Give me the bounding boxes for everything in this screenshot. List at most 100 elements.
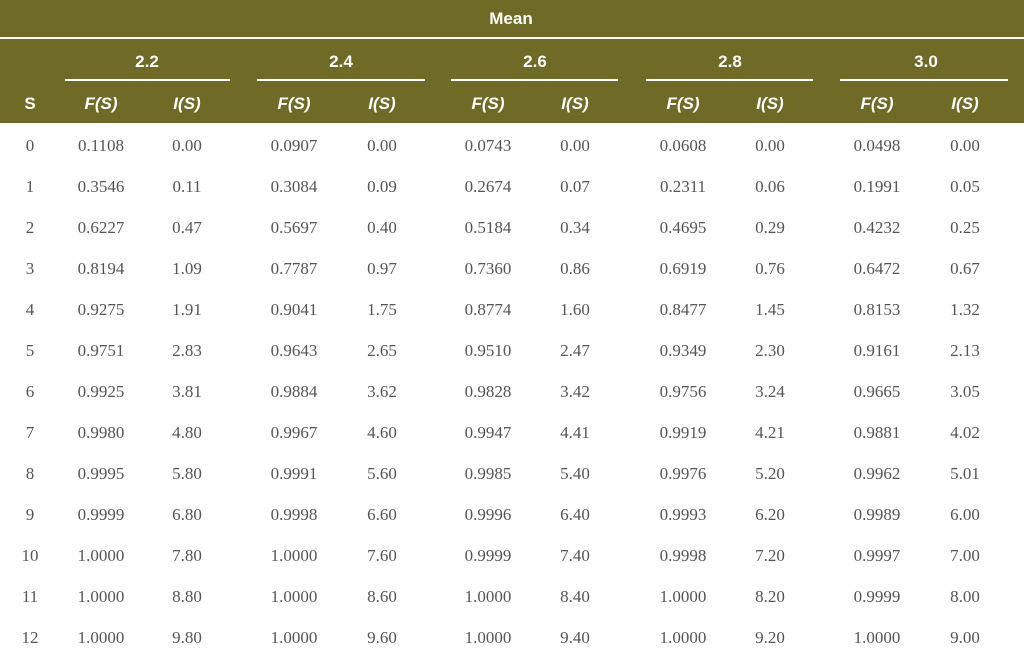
cell: 5.80: [172, 464, 202, 483]
cell: 0.9275: [77, 300, 125, 319]
cell: 0.9041: [270, 300, 318, 319]
cell: 0.00: [172, 136, 202, 155]
cell: 0.9643: [270, 341, 318, 360]
group-underline: [840, 79, 1008, 81]
cell: 0.8194: [77, 259, 125, 278]
group-underline: [646, 79, 813, 81]
cell: 4: [25, 300, 35, 319]
cell: 0.9161: [853, 341, 901, 360]
cell: 0.97: [367, 259, 397, 278]
column-header: F(S): [84, 94, 118, 113]
column-header: I(S): [951, 94, 979, 113]
cell: 1.0000: [853, 628, 901, 647]
cell: 0.9998: [659, 546, 707, 565]
cell: 5.40: [560, 464, 590, 483]
cell: 1.60: [560, 300, 590, 319]
cell: 1.0000: [464, 628, 512, 647]
column-header: I(S): [561, 94, 589, 113]
cell: 0.8774: [464, 300, 512, 319]
column-header: I(S): [368, 94, 396, 113]
cell: 0.11: [172, 177, 202, 196]
cell: 0.6227: [77, 218, 125, 237]
cell: 0.76: [755, 259, 785, 278]
cell: 0.0608: [659, 136, 707, 155]
cell: 0: [25, 136, 35, 155]
cell: 0.9881: [853, 423, 901, 442]
cell: 6.20: [755, 505, 785, 524]
cell: 0.0743: [464, 136, 512, 155]
cell: 1.0000: [464, 587, 512, 606]
cell: 0.9993: [659, 505, 707, 524]
cell: 0.9884: [270, 382, 318, 401]
cell: 3.42: [560, 382, 590, 401]
cell: 0.9510: [464, 341, 512, 360]
cell: 2.83: [172, 341, 202, 360]
column-header: I(S): [756, 94, 784, 113]
cell: 0.8477: [659, 300, 707, 319]
cell: 8.00: [950, 587, 980, 606]
cell: 2.13: [950, 341, 980, 360]
cell: 7.00: [950, 546, 980, 565]
cell: 0.3084: [270, 177, 318, 196]
cell: 0.9998: [270, 505, 318, 524]
title-band: [0, 0, 1024, 37]
cell: 0.09: [367, 177, 397, 196]
cell: 4.60: [367, 423, 397, 442]
cell: 6.60: [367, 505, 397, 524]
cell: 0.9980: [77, 423, 125, 442]
cell: 8.60: [367, 587, 397, 606]
cell: 0.9828: [464, 382, 512, 401]
cell: 0.9925: [77, 382, 125, 401]
cell: 5.60: [367, 464, 397, 483]
mean-header: 2.6: [523, 52, 547, 71]
cell: 6.00: [950, 505, 980, 524]
cell: 2.65: [367, 341, 397, 360]
cell: 0.05: [950, 177, 980, 196]
column-header: I(S): [173, 94, 201, 113]
cell: 7.40: [560, 546, 590, 565]
cell: 0.3546: [77, 177, 125, 196]
cell: 1.32: [950, 300, 980, 319]
cell: 1.0000: [659, 628, 707, 647]
mean-header: 2.2: [135, 52, 159, 71]
cell: 0.9349: [659, 341, 707, 360]
cell: 1.45: [755, 300, 785, 319]
cell: 0.9967: [270, 423, 318, 442]
cell: 7: [25, 423, 35, 442]
cell: 9.40: [560, 628, 590, 647]
cell: 2: [25, 218, 35, 237]
cell: 6.40: [560, 505, 590, 524]
cell: 2.30: [755, 341, 785, 360]
column-header: F(S): [471, 94, 505, 113]
cell: 0.9991: [270, 464, 318, 483]
cell: 0.9756: [659, 382, 707, 401]
cell: 0.9919: [659, 423, 707, 442]
cell: 0.9665: [853, 382, 901, 401]
cell: 1.0000: [270, 546, 318, 565]
cell: 12: [21, 628, 39, 647]
cell: 0.9989: [853, 505, 901, 524]
cell: 7.80: [172, 546, 202, 565]
cell: 0.9999: [853, 587, 901, 606]
cell: 5: [25, 341, 35, 360]
cell: 1.09: [172, 259, 202, 278]
cell: 4.41: [560, 423, 590, 442]
cell: 3.81: [172, 382, 202, 401]
cell: 0.9999: [464, 546, 512, 565]
cell: 1.91: [172, 300, 202, 319]
cell: 0.8153: [853, 300, 901, 319]
cell: 0.4695: [659, 218, 707, 237]
cell: 0.9976: [659, 464, 707, 483]
cell: 3.24: [755, 382, 785, 401]
group-underline: [65, 79, 230, 81]
cell: 9: [25, 505, 35, 524]
cell: 1.0000: [77, 587, 125, 606]
cell: 0.34: [560, 218, 590, 237]
cell: 0.6472: [853, 259, 901, 278]
cell: 0.06: [755, 177, 785, 196]
cell: 1.0000: [270, 628, 318, 647]
cell: 4.21: [755, 423, 785, 442]
cell: 0.7787: [270, 259, 318, 278]
cell: 9.00: [950, 628, 980, 647]
